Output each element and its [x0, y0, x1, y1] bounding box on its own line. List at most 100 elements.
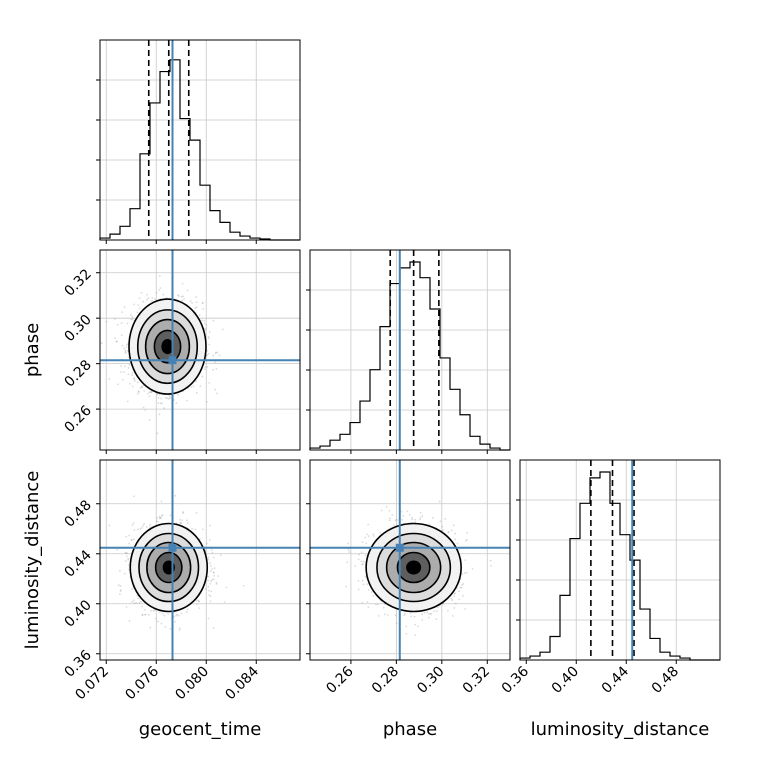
- sample-point: [132, 372, 134, 374]
- sample-point: [206, 324, 208, 326]
- sample-point: [137, 304, 139, 306]
- sample-point: [190, 386, 192, 388]
- sample-point: [366, 533, 368, 535]
- sample-point: [212, 552, 214, 554]
- sample-point: [187, 609, 189, 611]
- sample-point: [208, 576, 210, 578]
- sample-point: [401, 519, 403, 521]
- sample-point: [198, 607, 200, 609]
- x-tick-label: 0.44: [599, 663, 632, 696]
- sample-point: [125, 536, 127, 538]
- sample-point: [120, 371, 122, 373]
- sample-point: [396, 622, 398, 624]
- sample-point: [159, 275, 161, 277]
- sample-point: [126, 346, 128, 348]
- x-tick-label: 0.080: [172, 664, 212, 704]
- sample-point: [146, 526, 148, 528]
- sample-point: [207, 580, 209, 582]
- sample-point: [222, 329, 224, 331]
- sample-point: [211, 549, 213, 551]
- sample-point: [439, 501, 441, 503]
- sample-point: [128, 535, 130, 537]
- sample-point: [106, 321, 108, 323]
- sample-point: [149, 524, 151, 526]
- sample-point: [197, 599, 199, 601]
- sample-point: [157, 521, 159, 523]
- sample-point: [414, 634, 416, 636]
- sample-point: [159, 517, 161, 519]
- sample-point: [159, 516, 161, 518]
- sample-point: [224, 601, 226, 603]
- sample-point: [147, 393, 149, 395]
- sample-point: [177, 394, 179, 396]
- sample-point: [208, 594, 210, 596]
- sample-point: [181, 519, 183, 521]
- sample-point: [142, 614, 144, 616]
- sample-point: [215, 352, 217, 354]
- sample-point: [428, 613, 430, 615]
- sample-point: [401, 511, 403, 513]
- sample-point: [154, 298, 156, 300]
- sample-point: [204, 368, 206, 370]
- sample-point: [357, 580, 359, 582]
- sample-point: [217, 575, 219, 577]
- sample-point: [207, 366, 209, 368]
- sample-point: [472, 568, 474, 570]
- sample-point: [182, 295, 184, 297]
- sample-point: [193, 386, 195, 388]
- sample-point: [126, 323, 128, 325]
- sample-point: [157, 621, 159, 623]
- sample-point: [153, 610, 155, 612]
- sample-point: [133, 303, 135, 305]
- sample-point: [109, 525, 111, 527]
- sample-point: [160, 402, 162, 404]
- sample-point: [186, 400, 188, 402]
- sample-point: [130, 314, 132, 316]
- sample-point: [174, 621, 176, 623]
- sample-point: [159, 611, 161, 613]
- sample-point: [384, 613, 386, 615]
- sample-point: [213, 627, 215, 629]
- sample-point: [133, 377, 135, 379]
- sample-point: [126, 606, 128, 608]
- sample-point: [348, 549, 350, 551]
- sample-point: [165, 397, 167, 399]
- sample-point: [453, 524, 455, 526]
- sample-point: [131, 589, 133, 591]
- sample-point: [133, 495, 135, 497]
- sample-point: [361, 602, 363, 604]
- sample-point: [164, 615, 166, 617]
- sample-point: [437, 606, 439, 608]
- sample-point: [202, 308, 204, 310]
- sample-point: [196, 306, 198, 308]
- x-tick-label: 0.40: [549, 664, 582, 697]
- sample-point: [129, 383, 131, 385]
- sample-point: [447, 610, 449, 612]
- sample-point: [421, 613, 423, 615]
- sample-point: [391, 514, 393, 516]
- sample-point: [133, 522, 135, 524]
- sample-point: [127, 558, 129, 560]
- sample-point: [210, 600, 212, 602]
- sample-point: [202, 528, 204, 530]
- sample-point: [380, 532, 382, 534]
- sample-point: [181, 612, 183, 614]
- sample-point: [209, 539, 211, 541]
- sample-point: [124, 349, 126, 351]
- sample-point: [131, 374, 133, 376]
- sample-point: [149, 419, 151, 421]
- sample-point: [175, 402, 177, 404]
- sample-point: [205, 588, 207, 590]
- sample-point: [448, 531, 450, 533]
- y-tick-label: 0.48: [61, 497, 94, 530]
- sample-point: [114, 337, 116, 339]
- sample-point: [160, 398, 162, 400]
- sample-point: [178, 615, 180, 617]
- sample-point: [186, 611, 188, 613]
- histogram-frame-luminosity_distance: [520, 460, 720, 660]
- sample-point: [366, 583, 368, 585]
- sample-point: [133, 539, 135, 541]
- sample-point: [420, 512, 422, 514]
- sample-point: [210, 565, 212, 567]
